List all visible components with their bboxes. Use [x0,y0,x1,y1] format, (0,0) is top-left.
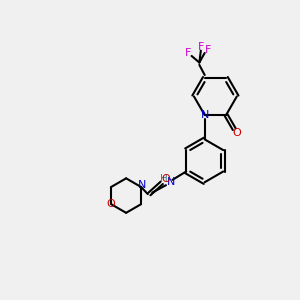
Text: N: N [138,180,147,190]
Text: H: H [160,174,167,184]
Text: F: F [198,42,204,52]
Text: O: O [107,199,116,209]
Text: F: F [205,45,211,55]
Text: N: N [167,177,175,187]
Text: O: O [232,128,241,138]
Text: F: F [185,48,191,58]
Text: O: O [162,174,170,184]
Text: N: N [200,110,209,120]
